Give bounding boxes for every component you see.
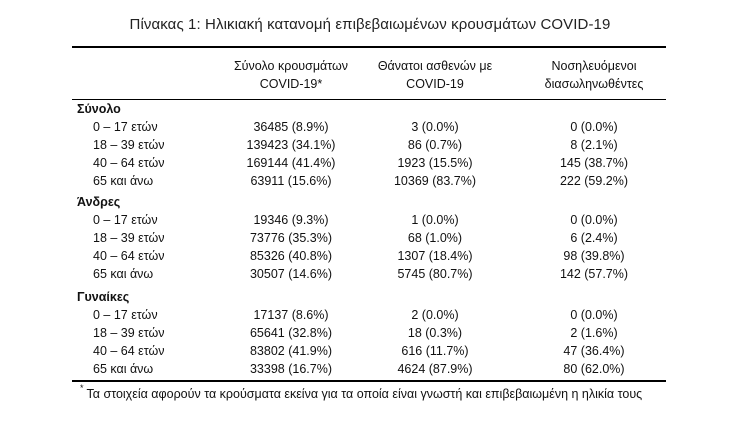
- cell-cases: 83802 (41.9%): [249, 344, 332, 358]
- table-row: 65 και άνω 30507 (14.6%) 5745 (80.7%) 14…: [0, 267, 740, 285]
- table-row: 40 – 64 ετών 169144 (41.4%) 1923 (15.5%)…: [0, 156, 740, 174]
- header-cases: Σύνολο κρουσμάτων COVID-19*: [226, 57, 356, 93]
- cell-intubated: 6 (2.4%): [570, 231, 618, 245]
- cell-intubated: 8 (2.1%): [570, 138, 618, 152]
- row-age-label: 65 και άνω: [93, 362, 154, 376]
- cell-cases: 36485 (8.9%): [253, 120, 329, 134]
- row-age-label: 0 – 17 ετών: [93, 120, 158, 134]
- cell-cases: 19346 (9.3%): [253, 213, 329, 227]
- cell-deaths: 68 (1.0%): [407, 231, 463, 245]
- cell-cases: 33398 (16.7%): [249, 362, 332, 376]
- cell-deaths: 10369 (83.7%): [393, 174, 476, 188]
- cell-deaths: 616 (11.7%): [401, 344, 469, 358]
- cell-cases: 65641 (32.8%): [249, 326, 332, 340]
- table-row: 18 – 39 ετών 139423 (34.1%) 86 (0.7%) 8 …: [0, 138, 740, 156]
- cell-cases: 17137 (8.6%): [253, 308, 329, 322]
- header-cases-line1: Σύνολο κρουσμάτων: [233, 59, 349, 73]
- cell-deaths: 18 (0.3%): [407, 326, 463, 340]
- cell-intubated: 98 (39.8%): [563, 249, 625, 263]
- row-age-label: 18 – 39 ετών: [93, 138, 165, 152]
- table-row: 65 και άνω 33398 (16.7%) 4624 (87.9%) 80…: [0, 362, 740, 380]
- top-rule: [72, 46, 666, 48]
- cell-cases: 169144 (41.4%): [246, 156, 336, 170]
- row-age-label: 40 – 64 ετών: [93, 344, 165, 358]
- cell-deaths: 1307 (18.4%): [397, 249, 473, 263]
- cell-intubated: 145 (38.7%): [559, 156, 629, 170]
- header-rule: [72, 99, 666, 100]
- row-age-label: 40 – 64 ετών: [93, 249, 165, 263]
- table-row: 40 – 64 ετών 83802 (41.9%) 616 (11.7%) 4…: [0, 344, 740, 362]
- footnote-marker: *: [80, 383, 84, 393]
- cell-cases: 30507 (14.6%): [249, 267, 332, 281]
- table-row: 0 – 17 ετών 19346 (9.3%) 1 (0.0%) 0 (0.0…: [0, 213, 740, 231]
- header-intubated: Νοσηλευόμενοι διασωληνωθέντες: [529, 57, 659, 93]
- group-heading-men: Άνδρες: [77, 195, 121, 209]
- cell-intubated: 0 (0.0%): [570, 120, 618, 134]
- footnote: * Τα στοιχεία αφορούν τα κρούσματα εκείνα…: [80, 383, 643, 402]
- cell-intubated: 0 (0.0%): [570, 308, 618, 322]
- cell-intubated: 2 (1.6%): [570, 326, 618, 340]
- cell-deaths: 1923 (15.5%): [397, 156, 473, 170]
- row-age-label: 18 – 39 ετών: [93, 231, 165, 245]
- cell-deaths: 1 (0.0%): [411, 213, 459, 227]
- cell-deaths: 86 (0.7%): [407, 138, 463, 152]
- cell-intubated: 47 (36.4%): [563, 344, 625, 358]
- cell-cases: 73776 (35.3%): [249, 231, 332, 245]
- header-deaths-line1: Θάνατοι ασθενών με: [377, 59, 493, 73]
- table-row: 0 – 17 ετών 36485 (8.9%) 3 (0.0%) 0 (0.0…: [0, 120, 740, 138]
- cell-deaths: 3 (0.0%): [411, 120, 459, 134]
- header-intubated-line1: Νοσηλευόμενοι: [551, 59, 637, 73]
- cell-intubated: 222 (59.2%): [559, 174, 629, 188]
- cell-deaths: 2 (0.0%): [411, 308, 459, 322]
- cell-intubated: 142 (57.7%): [559, 267, 629, 281]
- row-age-label: 40 – 64 ετών: [93, 156, 165, 170]
- header-intubated-line2: διασωληνωθέντες: [544, 77, 644, 91]
- table-title: Πίνακας 1: Ηλικιακή κατανομή επιβεβαιωμέ…: [129, 16, 611, 33]
- table-row: 0 – 17 ετών 17137 (8.6%) 2 (0.0%) 0 (0.0…: [0, 308, 740, 326]
- table-row: 40 – 64 ετών 85326 (40.8%) 1307 (18.4%) …: [0, 249, 740, 267]
- bottom-rule: [72, 380, 666, 382]
- header-deaths-line2: COVID-19: [406, 77, 464, 91]
- header-cases-line2: COVID-19*: [259, 77, 323, 91]
- table-row: 18 – 39 ετών 65641 (32.8%) 18 (0.3%) 2 (…: [0, 326, 740, 344]
- cell-deaths: 5745 (80.7%): [397, 267, 473, 281]
- group-heading-total: Σύνολο: [77, 102, 121, 116]
- group-heading-women: Γυναίκες: [77, 290, 130, 304]
- row-age-label: 0 – 17 ετών: [93, 308, 158, 322]
- table-row: 65 και άνω 63911 (15.6%) 10369 (83.7%) 2…: [0, 174, 740, 192]
- row-age-label: 18 – 39 ετών: [93, 326, 165, 340]
- cell-cases: 139423 (34.1%): [246, 138, 336, 152]
- header-deaths: Θάνατοι ασθενών με COVID-19: [370, 57, 500, 93]
- row-age-label: 65 και άνω: [93, 174, 154, 188]
- cell-cases: 85326 (40.8%): [249, 249, 332, 263]
- cell-intubated: 80 (62.0%): [563, 362, 625, 376]
- table-row: 18 – 39 ετών 73776 (35.3%) 68 (1.0%) 6 (…: [0, 231, 740, 249]
- footnote-text: Τα στοιχεία αφορούν τα κρούσματα εκείνα …: [86, 387, 643, 402]
- cell-intubated: 0 (0.0%): [570, 213, 618, 227]
- row-age-label: 0 – 17 ετών: [93, 213, 158, 227]
- cell-cases: 63911 (15.6%): [250, 174, 332, 188]
- cell-deaths: 4624 (87.9%): [397, 362, 473, 376]
- row-age-label: 65 και άνω: [93, 267, 154, 281]
